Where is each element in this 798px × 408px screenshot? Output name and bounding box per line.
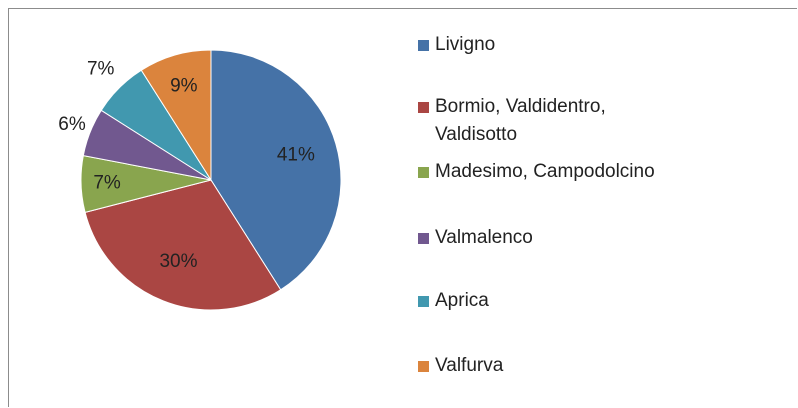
legend-swatch bbox=[418, 233, 429, 244]
legend-swatch bbox=[418, 102, 429, 113]
legend-item: Valfurva bbox=[414, 352, 503, 380]
legend-swatch bbox=[418, 167, 429, 178]
legend-item: Aprica bbox=[414, 287, 489, 315]
pie-slice bbox=[84, 179, 282, 311]
legend-swatch bbox=[418, 361, 429, 372]
legend-item: Livigno bbox=[414, 31, 495, 59]
legend-label: Valmalenco bbox=[435, 227, 533, 248]
data-label: 6% bbox=[58, 114, 86, 135]
data-label: 7% bbox=[87, 59, 115, 80]
legend-swatch bbox=[418, 296, 429, 307]
data-label: 30% bbox=[159, 251, 197, 272]
legend-label: Valfurva bbox=[435, 355, 504, 376]
legend-label: Madesimo, Campodolcino bbox=[435, 161, 655, 182]
chart-frame bbox=[8, 8, 797, 407]
legend-label: Aprica bbox=[435, 290, 489, 311]
legend-label: Bormio, Valdidentro, Valdisotto bbox=[435, 96, 606, 145]
data-label: 9% bbox=[170, 75, 198, 96]
legend-item: Bormio, Valdidentro, Valdisotto bbox=[414, 93, 664, 149]
legend-item: Madesimo, Campodolcino bbox=[414, 158, 655, 186]
legend-swatch bbox=[418, 40, 429, 51]
legend-item: Valmalenco bbox=[414, 224, 533, 252]
legend-label: Livigno bbox=[435, 34, 496, 55]
pie-slice bbox=[140, 49, 212, 182]
data-label: 41% bbox=[277, 144, 315, 165]
pie-slice bbox=[210, 49, 342, 291]
data-label: 7% bbox=[93, 172, 121, 193]
